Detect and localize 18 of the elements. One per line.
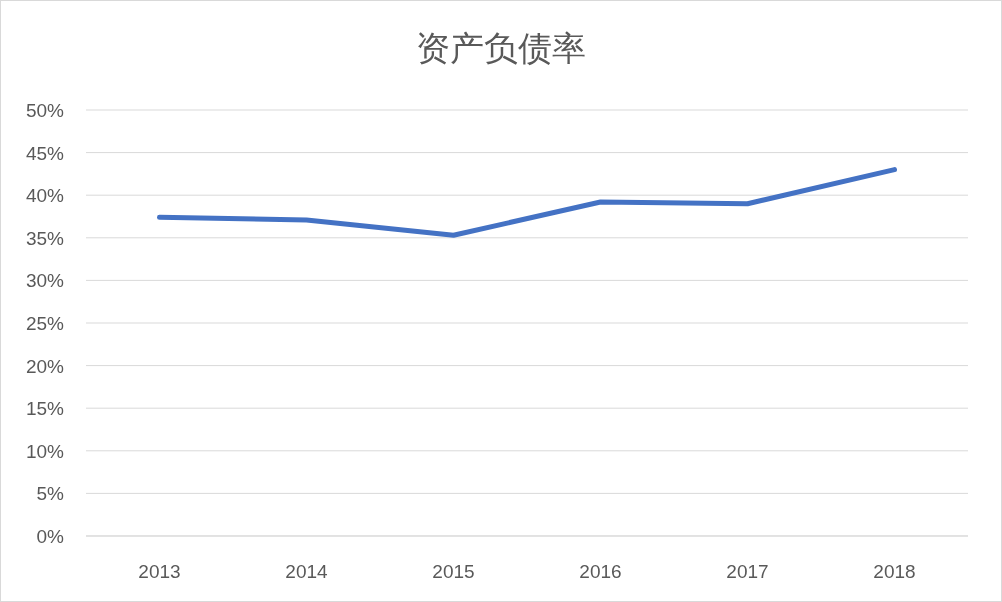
y-tick-label: 20% xyxy=(25,355,65,377)
y-tick-label: 30% xyxy=(25,270,65,292)
y-tick-label: 10% xyxy=(25,440,65,462)
x-tick-label: 2018 xyxy=(873,561,916,582)
y-tick-label: 15% xyxy=(25,398,65,420)
chart-title: 资产负债率 xyxy=(416,29,586,67)
x-tick-label: 2014 xyxy=(285,561,329,582)
y-tick-label: 35% xyxy=(25,227,65,249)
x-tick-label: 2015 xyxy=(432,561,475,582)
x-tick-label: 2017 xyxy=(726,561,769,582)
y-tick-label: 5% xyxy=(36,483,65,505)
y-tick-label: 45% xyxy=(25,142,65,164)
y-tick-label: 25% xyxy=(25,313,65,334)
x-tick-label: 2016 xyxy=(579,561,622,582)
y-tick-label: 40% xyxy=(25,185,65,207)
y-tick-label: 0% xyxy=(36,526,65,547)
y-tick-label: 50% xyxy=(25,100,65,121)
x-tick-label: 2013 xyxy=(138,561,181,582)
